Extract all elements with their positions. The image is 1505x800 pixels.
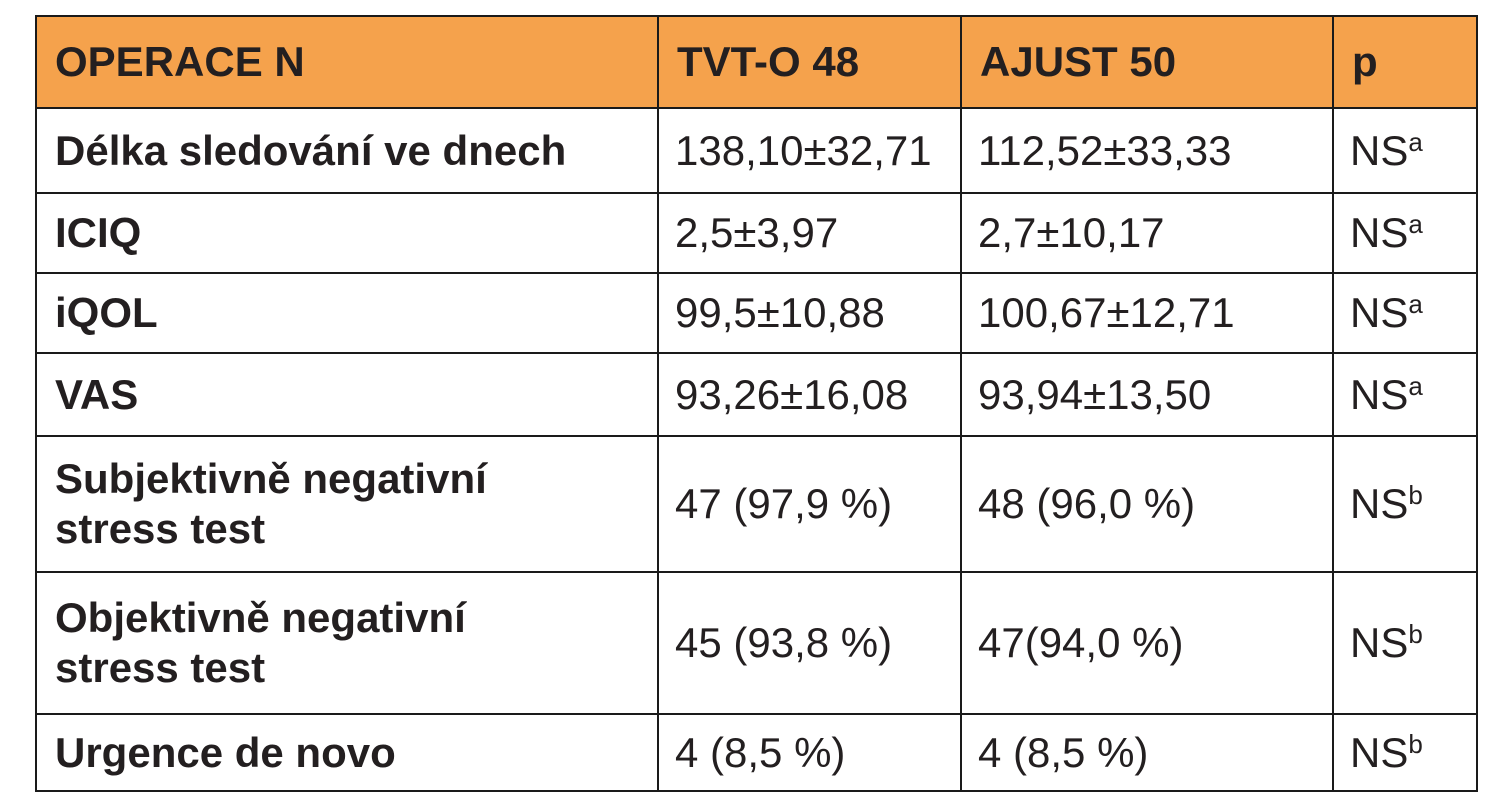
tvto-value: 138,10±32,71 — [657, 107, 962, 194]
tvto-value: 45 (93,8 %) — [657, 571, 962, 715]
tvto-value: 4 (8,5 %) — [657, 713, 962, 792]
p-value: NSa — [1332, 352, 1478, 437]
ajust-value: 4 (8,5 %) — [960, 713, 1334, 792]
ajust-value: 93,94±13,50 — [960, 352, 1334, 437]
ajust-value: 48 (96,0 %) — [960, 435, 1334, 573]
header-p: p — [1332, 15, 1478, 109]
row-label: VAS — [35, 352, 659, 437]
footnote-marker: a — [1408, 209, 1423, 240]
row-label: Objektivně negativní stress test — [35, 571, 659, 715]
row-label: Subjektivně negativní stress test — [35, 435, 659, 573]
ajust-value: 100,67±12,71 — [960, 272, 1334, 354]
p-value: NSa — [1332, 272, 1478, 354]
header-tvto: TVT-O 48 — [657, 15, 962, 109]
p-value: NSa — [1332, 107, 1478, 194]
footnote-marker: b — [1408, 619, 1423, 650]
row-label-line1: Subjektivně negativní — [55, 455, 487, 503]
ajust-value: 47(94,0 %) — [960, 571, 1334, 715]
header-operace: OPERACE N — [35, 15, 659, 109]
tvto-value: 47 (97,9 %) — [657, 435, 962, 573]
row-label-line2: stress test — [55, 644, 266, 691]
table-row: Urgence de novo 4 (8,5 %) 4 (8,5 %) NSb — [35, 713, 1478, 792]
p-value: NSb — [1332, 435, 1478, 573]
row-label: Urgence de novo — [35, 713, 659, 792]
row-label: iQOL — [35, 272, 659, 354]
tvto-value: 2,5±3,97 — [657, 192, 962, 274]
row-label: Délka sledování ve dnech — [35, 107, 659, 194]
ajust-value: 2,7±10,17 — [960, 192, 1334, 274]
table-header-row: OPERACE N TVT-O 48 AJUST 50 p — [35, 15, 1478, 109]
footnote-marker: a — [1408, 370, 1423, 401]
ajust-value: 112,52±33,33 — [960, 107, 1334, 194]
footnote-marker: b — [1408, 728, 1423, 759]
table-row: VAS 93,26±16,08 93,94±13,50 NSa — [35, 352, 1478, 437]
row-label-line1: Objektivně negativní — [55, 594, 466, 642]
p-value: NSa — [1332, 192, 1478, 274]
results-table: OPERACE N TVT-O 48 AJUST 50 p Délka sled… — [35, 15, 1478, 792]
footnote-marker: a — [1408, 126, 1423, 157]
footnote-marker: b — [1408, 480, 1423, 511]
table-row: Délka sledování ve dnech 138,10±32,71 11… — [35, 107, 1478, 194]
table-row: iQOL 99,5±10,88 100,67±12,71 NSa — [35, 272, 1478, 354]
table-row: Objektivně negativní stress test 45 (93,8… — [35, 571, 1478, 715]
tvto-value: 99,5±10,88 — [657, 272, 962, 354]
p-value: NSb — [1332, 571, 1478, 715]
table-row: ICIQ 2,5±3,97 2,7±10,17 NSa — [35, 192, 1478, 274]
header-ajust: AJUST 50 — [960, 15, 1334, 109]
footnote-marker: a — [1408, 289, 1423, 320]
row-label: ICIQ — [35, 192, 659, 274]
tvto-value: 93,26±16,08 — [657, 352, 962, 437]
row-label-line2: stress test — [55, 505, 266, 552]
p-value: NSb — [1332, 713, 1478, 792]
table-row: Subjektivně negativní stress test 47 (97,… — [35, 435, 1478, 573]
